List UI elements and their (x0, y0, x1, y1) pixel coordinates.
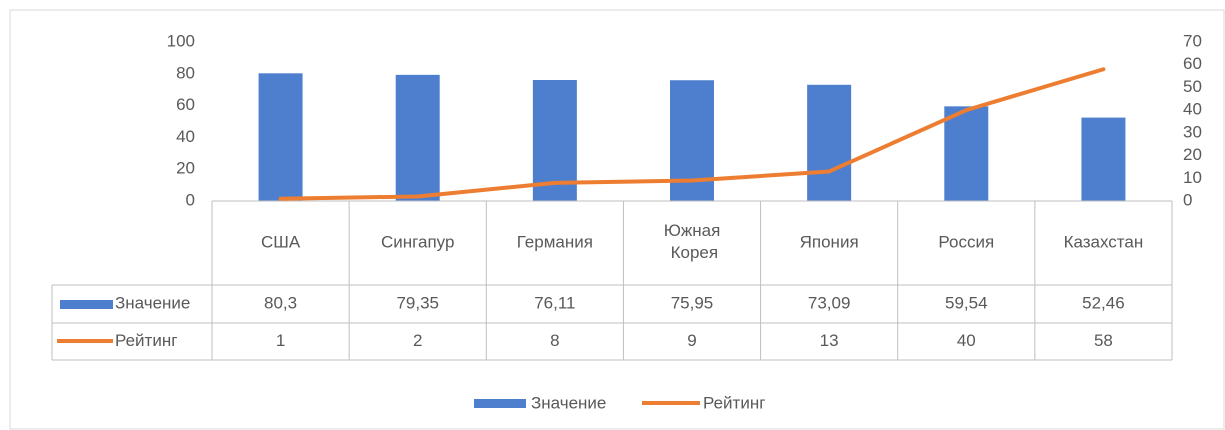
table-value: 73,09 (808, 293, 851, 312)
legend-label: Рейтинг (703, 393, 765, 412)
y-tick-label: 40 (176, 127, 195, 146)
table-value: 2 (413, 331, 422, 350)
y2-tick-label: 40 (1183, 100, 1202, 119)
table-value: 80,3 (264, 293, 297, 312)
table-value: 75,95 (671, 293, 714, 312)
y2-tick-label: 50 (1183, 77, 1202, 96)
category-label: Германия (517, 232, 593, 251)
y2-tick-label: 20 (1183, 145, 1202, 164)
bar (670, 80, 714, 201)
table-value: 13 (820, 331, 839, 350)
legend-label: Значение (531, 393, 606, 412)
table-value: 59,54 (945, 293, 988, 312)
table-value: 9 (687, 331, 696, 350)
table-series-name: Рейтинг (115, 331, 177, 350)
y-tick-label: 100 (167, 31, 195, 50)
y2-tick-label: 0 (1183, 190, 1192, 209)
category-label: Россия (938, 232, 994, 251)
bar (258, 73, 303, 201)
category-label: Казахстан (1064, 232, 1144, 251)
category-label: Сингапур (381, 232, 454, 251)
legend-key (474, 399, 526, 408)
category-label: Южная Корея (664, 221, 721, 262)
table-value: 58 (1094, 331, 1113, 350)
y2-tick-label: 60 (1183, 54, 1202, 73)
table-value: 76,11 (534, 293, 575, 312)
y-tick-label: 0 (186, 190, 195, 209)
y2-tick-label: 30 (1183, 122, 1202, 141)
y2-tick-label: 70 (1183, 31, 1202, 50)
legend-key (60, 300, 113, 309)
y-tick-label: 80 (176, 63, 195, 82)
table-value: 79,35 (396, 293, 439, 312)
bar (1081, 117, 1126, 201)
chart-frame (9, 9, 1225, 430)
line (278, 67, 1106, 201)
table-value: 52,46 (1082, 293, 1125, 312)
bar (807, 84, 852, 201)
table-value: 1 (276, 331, 285, 350)
table-value: 8 (550, 331, 559, 350)
bar (395, 74, 440, 201)
category-label: Япония (800, 232, 859, 251)
table-series-name: Значение (115, 293, 190, 312)
y-tick-label: 60 (176, 95, 195, 114)
y2-tick-label: 10 (1183, 168, 1202, 187)
bar (944, 106, 989, 201)
y-tick-label: 20 (176, 159, 195, 178)
table-value: 40 (957, 331, 976, 350)
category-label: США (261, 232, 301, 251)
